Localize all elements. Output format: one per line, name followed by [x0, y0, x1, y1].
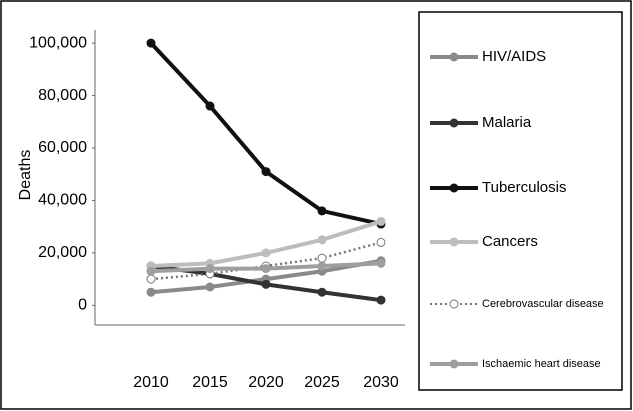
series-marker — [317, 235, 327, 245]
series-marker — [317, 287, 327, 297]
series-marker — [261, 167, 271, 177]
series-marker — [376, 258, 386, 268]
x-tick-label: 2025 — [304, 374, 340, 391]
series-marker — [317, 253, 327, 263]
legend-label: Tuberculosis — [482, 179, 566, 196]
legend-label: Cancers — [482, 233, 538, 250]
series-marker — [205, 282, 215, 292]
legend-marker — [449, 183, 459, 193]
y-tick-label: 40,000 — [38, 192, 87, 209]
series-marker — [205, 101, 215, 111]
y-tick-label: 20,000 — [38, 244, 87, 261]
y-tick-label: 80,000 — [38, 87, 87, 104]
legend-label: Cerebrovascular disease — [482, 298, 604, 310]
y-tick-label: 0 — [78, 297, 87, 314]
series-marker — [317, 261, 327, 271]
x-tick-label: 2020 — [248, 374, 284, 391]
series-marker — [261, 279, 271, 289]
series-marker — [146, 266, 156, 276]
legend-marker — [449, 359, 459, 369]
series-marker — [146, 38, 156, 48]
legend-marker — [449, 52, 459, 62]
series-marker — [146, 274, 156, 284]
series-marker — [376, 237, 386, 247]
series-line — [149, 41, 382, 226]
y-tick-label: 100,000 — [29, 34, 87, 51]
series-line — [150, 219, 382, 268]
legend-box — [418, 11, 623, 391]
series-marker — [317, 206, 327, 216]
x-tick-label: 2015 — [192, 374, 228, 391]
x-tick-label: 2010 — [133, 374, 169, 391]
series-marker — [146, 287, 156, 297]
legend-marker — [449, 118, 459, 128]
series-line — [150, 241, 382, 281]
legend-label: Ischaemic heart disease — [482, 358, 601, 370]
series-marker — [261, 248, 271, 258]
y-tick-label: 60,000 — [38, 139, 87, 156]
legend-marker — [449, 299, 459, 309]
series-marker — [376, 216, 386, 226]
legend-marker — [449, 237, 459, 247]
series-marker — [261, 264, 271, 274]
legend-label: HIV/AIDS — [482, 48, 546, 65]
series-marker — [376, 295, 386, 305]
series-marker — [205, 264, 215, 274]
x-tick-label: 2030 — [363, 374, 399, 391]
legend-label: Malaria — [482, 114, 532, 131]
y-axis-label: Deaths — [17, 150, 34, 201]
